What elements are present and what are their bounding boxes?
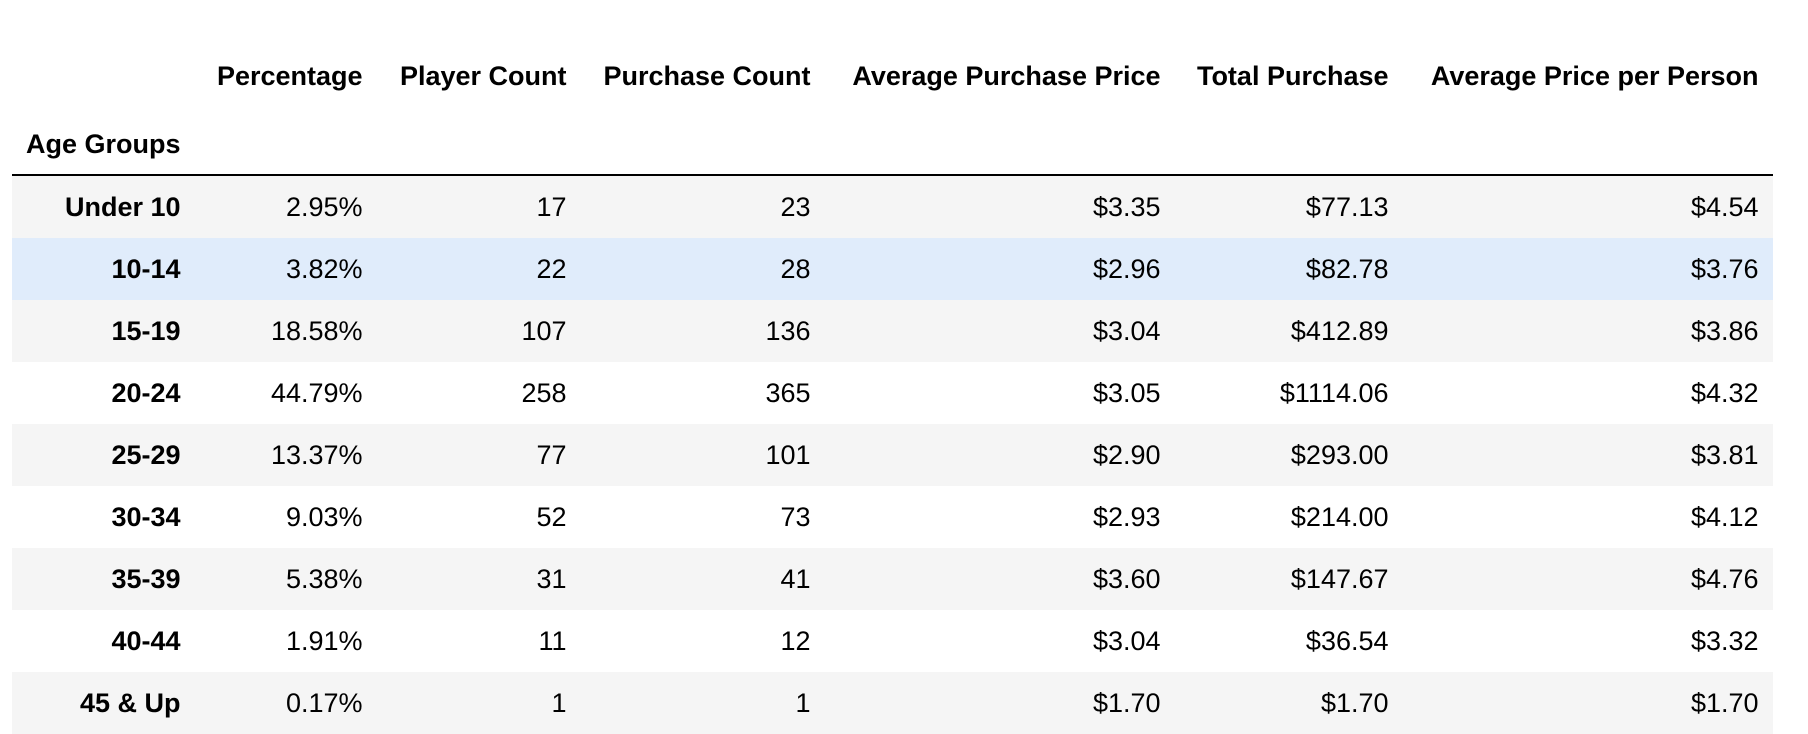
cell-average-price-per-person: $3.32 (1690, 625, 1759, 656)
cell-total-purchase: $1114.06 (1279, 377, 1389, 408)
cell-average-price-per-person: $4.32 (1690, 377, 1759, 408)
index-name-spacer (1174, 110, 1403, 176)
column-header-average-price-per-person: Average Price per Person (1430, 61, 1759, 91)
index-name-spacer (376, 110, 581, 176)
cell-average-purchase-price: $3.35 (1092, 191, 1161, 222)
column-header-total-purchase: Total Purchase (1196, 61, 1389, 91)
cell-total-purchase: $147.67 (1290, 563, 1389, 594)
cell-player-count: 22 (536, 253, 567, 284)
row-label-age-group: 10-14 (111, 253, 181, 284)
cell-purchase-count: 23 (780, 191, 811, 222)
cell-purchase-count: 101 (765, 439, 811, 470)
cell-player-count: 52 (536, 501, 567, 532)
cell-total-purchase: $293.00 (1290, 439, 1389, 470)
cell-average-purchase-price: $3.04 (1092, 315, 1161, 346)
cell-average-price-per-person: $3.86 (1690, 315, 1759, 346)
column-header-purchase-count: Purchase Count (603, 61, 811, 91)
cell-average-purchase-price: $3.05 (1092, 377, 1161, 408)
table-row: 35-39 5.38% 31 41 $3.60 $147.67 $4.76 (12, 548, 1773, 610)
row-label-age-group: 40-44 (111, 625, 181, 656)
cell-player-count: 17 (536, 191, 567, 222)
table-row: 25-29 13.37% 77 101 $2.90 $293.00 $3.81 (12, 424, 1773, 486)
cell-average-purchase-price: $3.60 (1092, 563, 1161, 594)
table-body: Under 10 2.95% 17 23 $3.35 $77.13 $4.54 10-14 3.… (12, 175, 1773, 734)
cell-average-purchase-price: $2.96 (1092, 253, 1161, 284)
cell-purchase-count: 12 (780, 625, 811, 656)
cell-total-purchase: $412.89 (1290, 315, 1389, 346)
row-label-age-group: Under 10 (64, 191, 181, 222)
index-name-spacer (580, 110, 825, 176)
index-name-spacer (194, 110, 377, 176)
index-name-spacer (1402, 110, 1773, 176)
cell-purchase-count: 73 (780, 501, 811, 532)
table-row: Under 10 2.95% 17 23 $3.35 $77.13 $4.54 (12, 175, 1773, 238)
cell-purchase-count: 41 (780, 563, 811, 594)
cell-average-purchase-price: $2.93 (1092, 501, 1161, 532)
table-row: 30-34 9.03% 52 73 $2.93 $214.00 $4.12 (12, 486, 1773, 548)
cell-percentage: 5.38% (285, 563, 363, 594)
cell-purchase-count: 136 (765, 315, 811, 346)
table-row: 40-44 1.91% 11 12 $3.04 $36.54 $3.32 (12, 610, 1773, 672)
cell-percentage: 13.37% (270, 439, 363, 470)
cell-player-count: 1 (551, 687, 567, 718)
column-header-average-purchase-price: Average Purchase Price (852, 61, 1161, 91)
column-header-row: Percentage Player Count Purchase Count A… (12, 0, 1773, 110)
cell-player-count: 11 (538, 625, 567, 656)
cell-total-purchase: $77.13 (1305, 191, 1389, 222)
row-label-age-group: 45 & Up (79, 687, 181, 718)
row-label-age-group: 30-34 (111, 501, 181, 532)
cell-total-purchase: $82.78 (1305, 253, 1389, 284)
cell-player-count: 77 (536, 439, 567, 470)
row-label-age-group: 25-29 (111, 439, 181, 470)
table-row: 15-19 18.58% 107 136 $3.04 $412.89 $3.86 (12, 300, 1773, 362)
cell-percentage: 2.95% (285, 191, 363, 222)
cell-percentage: 0.17% (285, 687, 363, 718)
header-corner (12, 0, 195, 110)
cell-player-count: 258 (521, 377, 567, 408)
table-row: 45 & Up 0.17% 1 1 $1.70 $1.70 $1.70 (12, 672, 1773, 734)
table-row: 10-14 3.82% 22 28 $2.96 $82.78 $3.76 (12, 238, 1773, 300)
column-header-player-count: Player Count (399, 61, 567, 91)
cell-average-price-per-person: $1.70 (1690, 687, 1759, 718)
cell-total-purchase: $214.00 (1290, 501, 1389, 532)
cell-average-purchase-price: $1.70 (1092, 687, 1161, 718)
cell-average-purchase-price: $3.04 (1092, 625, 1161, 656)
cell-percentage: 1.91% (285, 625, 363, 656)
index-name-spacer (824, 110, 1175, 176)
cell-purchase-count: 28 (780, 253, 811, 284)
cell-purchase-count: 1 (795, 687, 811, 718)
cell-total-purchase: $1.70 (1320, 687, 1389, 718)
age-groups-table: Percentage Player Count Purchase Count A… (12, 0, 1773, 734)
row-label-age-group: 20-24 (111, 377, 181, 408)
cell-purchase-count: 365 (765, 377, 811, 408)
cell-average-price-per-person: $3.76 (1690, 253, 1759, 284)
column-header-percentage: Percentage (216, 61, 363, 91)
cell-total-purchase: $36.54 (1305, 625, 1389, 656)
cell-average-purchase-price: $2.90 (1092, 439, 1161, 470)
index-name-row: Age Groups (12, 110, 1773, 176)
cell-average-price-per-person: $4.54 (1690, 191, 1759, 222)
row-label-age-group: 15-19 (111, 315, 181, 346)
cell-percentage: 18.58% (270, 315, 363, 346)
cell-percentage: 44.79% (270, 377, 363, 408)
row-label-age-group: 35-39 (111, 563, 181, 594)
dataframe-output: Percentage Player Count Purchase Count A… (12, 0, 1773, 734)
cell-percentage: 3.82% (285, 253, 363, 284)
cell-player-count: 31 (536, 563, 567, 594)
cell-average-price-per-person: $3.81 (1690, 439, 1759, 470)
cell-average-price-per-person: $4.76 (1690, 563, 1759, 594)
table-row: 20-24 44.79% 258 365 $3.05 $1114.06 $4.32 (12, 362, 1773, 424)
cell-player-count: 107 (521, 315, 567, 346)
table-header: Percentage Player Count Purchase Count A… (12, 0, 1773, 176)
cell-percentage: 9.03% (285, 501, 363, 532)
index-name-label: Age Groups (12, 110, 195, 176)
cell-average-price-per-person: $4.12 (1690, 501, 1759, 532)
